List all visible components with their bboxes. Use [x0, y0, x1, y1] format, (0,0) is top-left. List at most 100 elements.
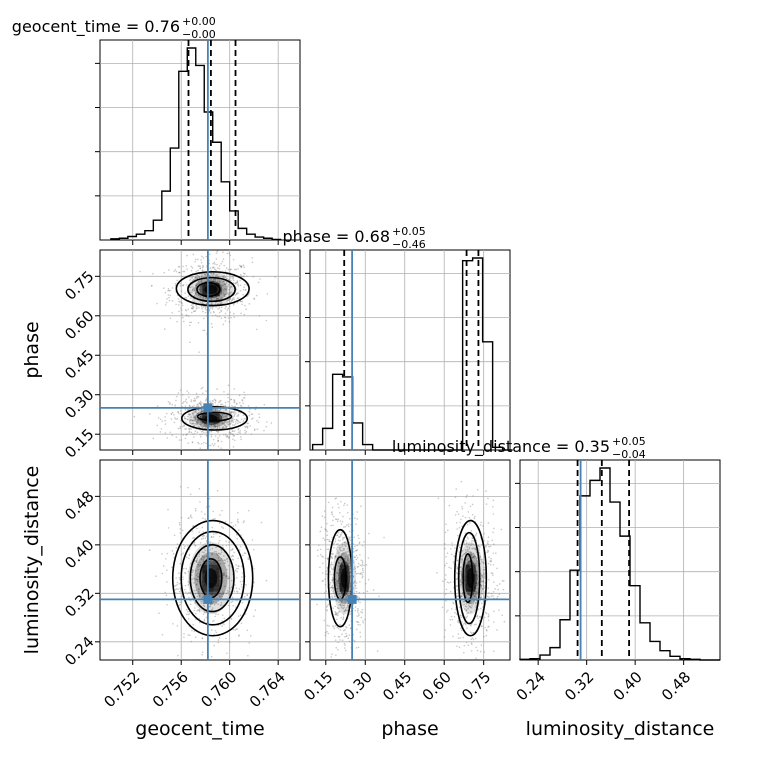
- sample-point: [330, 556, 333, 559]
- sample-point: [171, 434, 173, 436]
- sample-point: [220, 604, 223, 606]
- sample-point: [232, 604, 234, 607]
- sample-point: [361, 565, 363, 567]
- density-cell: [468, 564, 473, 574]
- sample-point: [210, 655, 213, 658]
- sample-point: [217, 584, 220, 587]
- sample-point: [340, 500, 342, 503]
- sample-point: [194, 415, 196, 418]
- sample-point: [467, 511, 470, 513]
- sample-point: [218, 409, 221, 412]
- sample-point: [196, 274, 199, 277]
- sample-point: [215, 258, 218, 260]
- sample-point: [169, 317, 172, 320]
- sample-point: [325, 590, 327, 592]
- sample-point: [201, 453, 203, 455]
- sample-point: [343, 635, 346, 638]
- sample-point: [195, 405, 198, 408]
- histogram-outline: [519, 467, 720, 661]
- sample-point: [483, 616, 486, 619]
- sample-point: [202, 310, 204, 313]
- sample-point: [241, 601, 244, 604]
- sample-point: [164, 423, 167, 425]
- sample-point: [189, 279, 191, 282]
- sample-point: [345, 542, 348, 544]
- sample-point: [167, 527, 170, 529]
- sample-point: [202, 416, 205, 418]
- sample-point: [215, 602, 217, 604]
- sample-point: [325, 528, 327, 531]
- sample-point: [344, 525, 347, 528]
- sample-point: [319, 548, 322, 551]
- sample-point: [198, 276, 200, 278]
- sample-point: [456, 577, 459, 580]
- sample-point: [197, 418, 199, 421]
- sample-point: [237, 567, 239, 570]
- sample-point: [197, 580, 199, 582]
- sample-point: [169, 289, 172, 292]
- sample-point: [183, 632, 185, 635]
- sample-point: [338, 544, 340, 547]
- sample-point: [494, 658, 497, 660]
- sample-point: [196, 557, 199, 560]
- sample-point: [225, 568, 228, 571]
- sample-point: [347, 557, 349, 560]
- sample-point: [203, 684, 205, 686]
- sample-point: [457, 620, 459, 622]
- sample-point: [445, 600, 447, 602]
- sample-point: [209, 423, 212, 426]
- sample-point: [341, 601, 343, 603]
- sample-point: [161, 633, 164, 636]
- sample-point: [226, 299, 229, 301]
- sample-point: [353, 550, 355, 553]
- sample-point: [476, 573, 479, 576]
- sample-point: [476, 582, 478, 584]
- sample-point: [220, 415, 223, 418]
- sample-point: [191, 289, 193, 292]
- sample-point: [210, 278, 213, 281]
- sample-point: [214, 399, 217, 402]
- sample-point: [185, 609, 188, 611]
- sample-point: [230, 521, 233, 524]
- sample-point: [482, 588, 484, 590]
- sample-point: [332, 607, 334, 609]
- sample-point: [214, 615, 216, 618]
- sample-point: [475, 565, 477, 567]
- density-cell: [339, 582, 343, 592]
- sample-point: [227, 436, 230, 439]
- sample-point: [139, 270, 141, 273]
- density-cell: [342, 564, 346, 574]
- sample-point: [326, 548, 328, 551]
- sample-point: [442, 580, 444, 583]
- sample-point: [473, 565, 476, 567]
- sample-point: [341, 633, 343, 636]
- sample-point: [179, 282, 182, 285]
- sample-point: [348, 538, 350, 541]
- sample-point: [193, 419, 196, 422]
- sample-point: [203, 423, 206, 425]
- sample-point: [171, 287, 174, 289]
- sample-point: [204, 420, 207, 423]
- sample-point: [223, 424, 226, 426]
- sample-point: [189, 286, 192, 289]
- sample-point: [210, 269, 212, 272]
- sample-point: [476, 576, 479, 579]
- sample-point: [229, 433, 231, 435]
- sample-point: [183, 636, 185, 638]
- density-cell: [345, 564, 349, 574]
- sample-point: [240, 583, 243, 586]
- sample-point: [216, 567, 218, 570]
- sample-point: [348, 580, 350, 582]
- sample-point: [331, 563, 334, 566]
- sample-point: [476, 577, 479, 580]
- sample-point: [202, 306, 205, 308]
- sample-point: [193, 543, 195, 545]
- sample-point: [179, 601, 181, 604]
- sample-point: [354, 609, 357, 612]
- contour-line: [462, 553, 474, 604]
- sample-point: [244, 552, 247, 555]
- sample-point: [211, 326, 214, 328]
- sample-point: [211, 553, 213, 555]
- sample-point: [251, 261, 254, 264]
- sample-point: [337, 611, 340, 614]
